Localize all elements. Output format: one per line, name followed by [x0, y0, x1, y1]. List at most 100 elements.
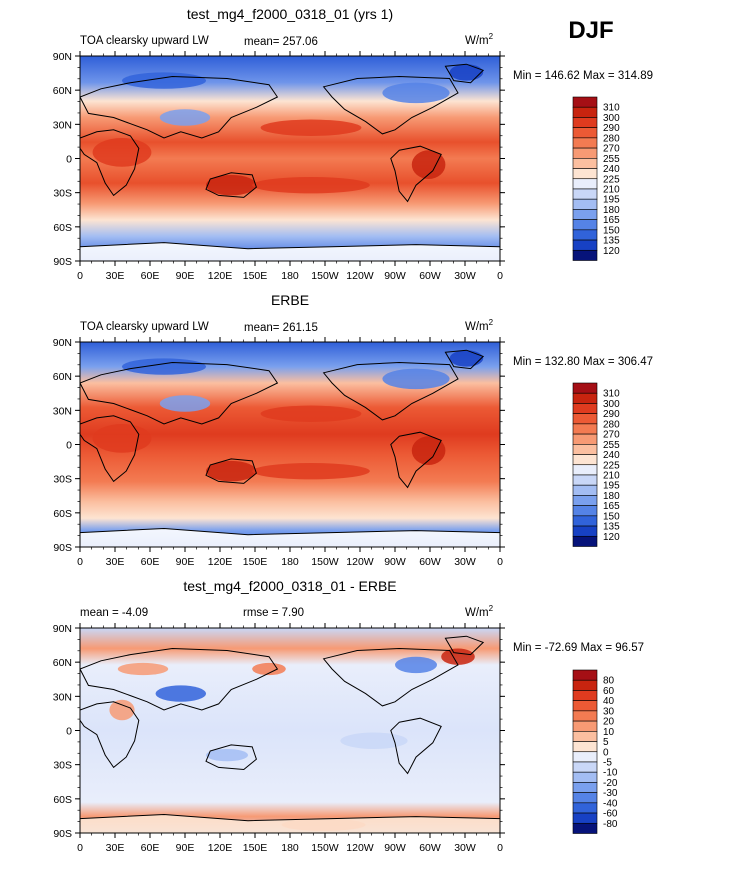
colorbar-swatch: [572, 209, 598, 220]
lon-tick-label: 60E: [141, 842, 160, 854]
colorbar-label: 165: [603, 501, 620, 512]
lon-tick-label: 30E: [106, 556, 125, 568]
colorbar-swatch: [572, 239, 598, 251]
contour-blob: [252, 662, 286, 676]
colorbar-label: 20: [603, 717, 615, 728]
coastline: [390, 145, 442, 203]
colorbar-swatch: [572, 392, 598, 404]
lon-tick-label: 90E: [176, 556, 195, 568]
lon-tick-label: 0: [77, 270, 83, 282]
rmse-label: rmse = 7.90: [243, 607, 304, 619]
lon-tick-label: 30W: [454, 556, 476, 568]
colorbar-label: 120: [603, 246, 620, 257]
panel-title: ERBE: [271, 292, 309, 308]
colorbar-label: 180: [603, 205, 620, 216]
lat-tick-label: 90S: [53, 542, 72, 554]
colorbar-swatch: [572, 741, 598, 753]
minmax-label: Min = -72.69 Max = 96.57: [513, 642, 644, 654]
colorbar-swatch: [572, 679, 598, 691]
coastline: [390, 717, 442, 775]
map-field: [80, 628, 500, 833]
contour-blob: [382, 368, 450, 390]
lat-tick-label: 60S: [53, 508, 72, 520]
colorbar-swatch: [572, 158, 598, 169]
lon-tick-label: 90E: [176, 270, 195, 282]
colorbar-label: 300: [603, 113, 620, 124]
lon-tick-label: 60E: [141, 556, 160, 568]
colorbar-swatch: [572, 792, 598, 804]
colorbar-label: 120: [603, 532, 620, 543]
coastline: [322, 361, 459, 421]
colorbar-label: 135: [603, 236, 620, 247]
lon-tick-label: 120E: [208, 270, 233, 282]
lon-tick-label: 120W: [346, 842, 374, 854]
coastline: [205, 172, 257, 198]
minmax-label: Min = 146.62 Max = 314.89: [513, 70, 653, 82]
lat-tick-label: 60S: [53, 794, 72, 806]
contour-blob: [449, 64, 484, 81]
colorbar-swatch: [572, 229, 598, 241]
colorbar-swatch: [572, 96, 598, 108]
lon-tick-label: 0: [77, 842, 83, 854]
colorbar-swatch: [572, 403, 598, 414]
colorbar-label: 195: [603, 195, 620, 206]
coastline: [80, 813, 500, 833]
colorbar-swatch: [572, 495, 598, 506]
lat-tick-label: 90N: [53, 623, 72, 635]
lon-tick-label: 150W: [311, 270, 339, 282]
contour-blob: [159, 395, 211, 412]
colorbar-label: 290: [603, 409, 620, 420]
panel-1: test_mg4_f2000_0318_01 (yrs 1) TOA clears…: [53, 6, 653, 282]
panel-title: test_mg4_f2000_0318_01 - ERBE: [183, 578, 396, 594]
lat-tick-label: 90S: [53, 828, 72, 840]
lat-tick-label: 60S: [53, 222, 72, 234]
contour-blob: [340, 732, 408, 749]
lon-tick-label: 90E: [176, 842, 195, 854]
colorbar-label: 150: [603, 225, 620, 236]
coastline: [322, 75, 459, 135]
lon-tick-label: 0: [77, 556, 83, 568]
lon-tick-label: 150E: [243, 270, 268, 282]
lon-tick-label: 30E: [106, 842, 125, 854]
lat-tick-label: 90S: [53, 256, 72, 268]
lon-tick-label: 0: [497, 270, 503, 282]
lon-tick-label: 90W: [384, 842, 406, 854]
colorbar-swatch: [572, 137, 598, 149]
colorbar-swatch: [572, 802, 598, 814]
colorbar-swatch: [572, 433, 598, 445]
contour-blob: [159, 109, 211, 126]
colorbar-swatch: [572, 117, 598, 128]
mean-label: mean = -4.09: [80, 607, 148, 619]
colorbar-swatch: [572, 382, 598, 394]
colorbar-swatch: [572, 700, 598, 712]
contour-blob: [260, 119, 362, 136]
colorbar-swatch: [572, 771, 598, 783]
colorbar-swatch: [572, 249, 598, 261]
mean-label: mean= 261.15: [244, 322, 318, 334]
colorbar-label: 255: [603, 440, 620, 451]
lon-tick-label: 120E: [208, 842, 233, 854]
lon-tick-label: 120W: [346, 556, 374, 568]
lon-tick-label: 60W: [419, 842, 441, 854]
units-label: W/m2: [465, 32, 494, 47]
lon-tick-label: 120E: [208, 556, 233, 568]
contour-blob: [109, 699, 135, 721]
lon-tick-label: 60W: [419, 556, 441, 568]
colorbar-swatch: [572, 505, 598, 517]
colorbar: 3103002902802702552402252101951801651501…: [572, 96, 620, 261]
coastline: [80, 701, 140, 769]
colorbar-label: -20: [603, 778, 618, 789]
lon-tick-label: 0: [497, 842, 503, 854]
lat-tick-label: 30S: [53, 188, 72, 200]
lat-tick-label: 0: [66, 726, 72, 738]
colorbar-swatch: [572, 822, 598, 834]
colorbar-label: 150: [603, 511, 620, 522]
colorbar-label: 165: [603, 215, 620, 226]
contour-blob: [206, 748, 248, 762]
colorbar-swatch: [572, 198, 598, 210]
colorbar-label: 195: [603, 481, 620, 492]
antarctica: [80, 528, 500, 547]
colorbar-label: -10: [603, 768, 618, 779]
colorbar-swatch: [572, 812, 598, 824]
